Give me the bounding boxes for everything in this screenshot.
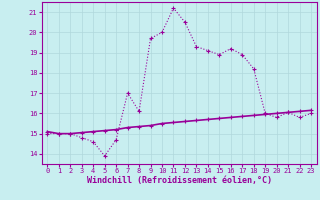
X-axis label: Windchill (Refroidissement éolien,°C): Windchill (Refroidissement éolien,°C): [87, 176, 272, 185]
